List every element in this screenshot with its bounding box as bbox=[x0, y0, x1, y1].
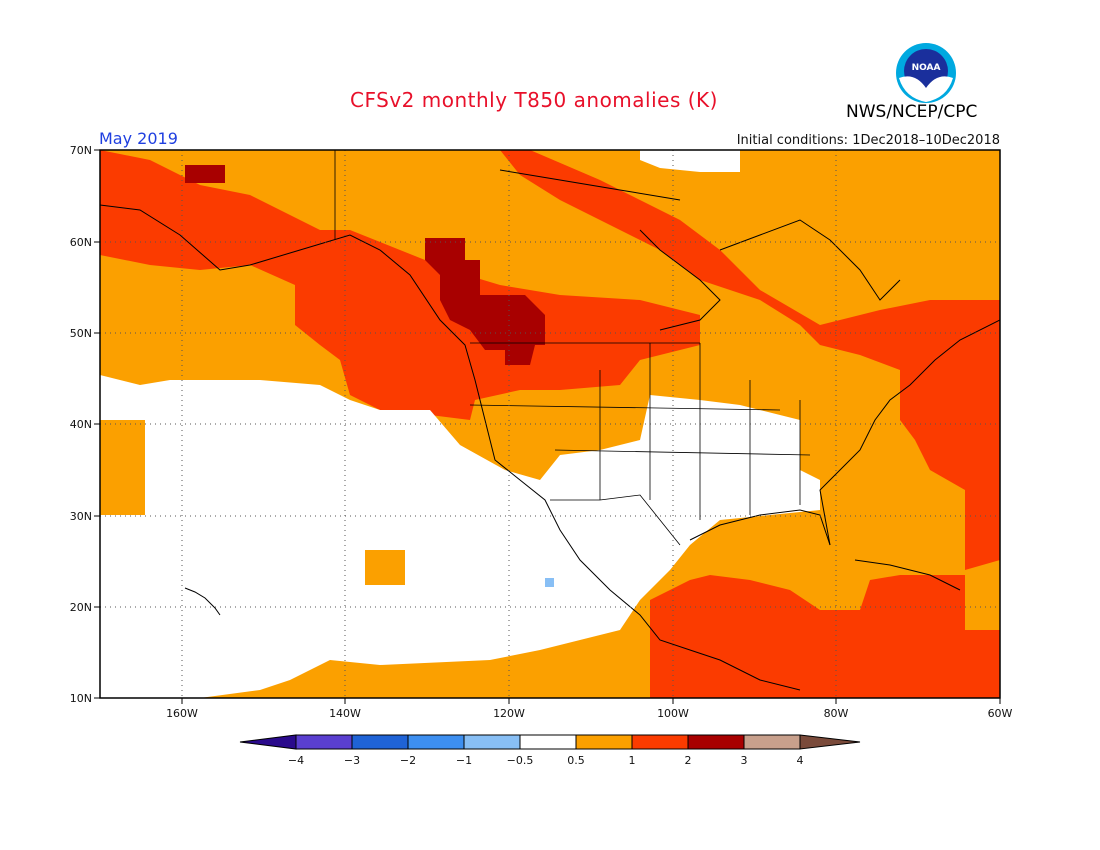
anomaly-region-1-to-2-south bbox=[650, 575, 1000, 698]
agency-label: NWS/NCEP/CPC bbox=[846, 102, 978, 122]
legend-tick-label: 1 bbox=[629, 754, 636, 767]
legend-swatch bbox=[407, 734, 465, 750]
lat-tick-label: 10N bbox=[70, 692, 92, 705]
anomaly-region-near-zero bbox=[100, 375, 820, 698]
lat-tick-label: 60N bbox=[70, 236, 92, 249]
legend-swatch bbox=[575, 734, 633, 750]
anomaly-region-1-to-2-north bbox=[100, 150, 1000, 570]
legend-tick-label: −4 bbox=[288, 754, 304, 767]
legend-swatch bbox=[631, 734, 689, 750]
anomaly-patch-baja bbox=[365, 550, 405, 585]
lon-tick-label: 160W bbox=[166, 707, 198, 720]
lat-tick-label: 30N bbox=[70, 510, 92, 523]
anomaly-patch-negative bbox=[545, 578, 554, 587]
longitude-axis: 160W 140W 120W 100W 80W 60W bbox=[166, 698, 1013, 720]
legend-tick-label: −3 bbox=[344, 754, 360, 767]
legend-tick-label: −1 bbox=[456, 754, 472, 767]
lon-tick-label: 80W bbox=[824, 707, 849, 720]
legend-tick-label: 4 bbox=[797, 754, 804, 767]
lat-tick-label: 40N bbox=[70, 418, 92, 431]
lat-tick-label: 20N bbox=[70, 601, 92, 614]
legend-arrow-high bbox=[799, 734, 861, 750]
lon-tick-label: 140W bbox=[329, 707, 361, 720]
legend-swatch bbox=[351, 734, 409, 750]
anomaly-patch-alaska bbox=[185, 165, 225, 183]
graticule bbox=[100, 150, 1000, 698]
noaa-logo-icon: NOAA bbox=[896, 43, 956, 103]
lon-tick-label: 100W bbox=[657, 707, 689, 720]
anomaly-patch-pacific bbox=[100, 420, 145, 515]
svg-text:NOAA: NOAA bbox=[912, 63, 941, 73]
lat-tick-label: 50N bbox=[70, 327, 92, 340]
lon-tick-label: 120W bbox=[493, 707, 525, 720]
legend-swatch bbox=[463, 734, 521, 750]
legend-tick-label: 3 bbox=[741, 754, 748, 767]
legend-swatch bbox=[295, 734, 353, 750]
legend-swatch bbox=[743, 734, 801, 750]
initial-conditions-label: Initial conditions: 1Dec2018–10Dec2018 bbox=[736, 133, 1000, 148]
legend-swatch bbox=[519, 734, 577, 750]
legend-tick-label: 2 bbox=[685, 754, 692, 767]
lat-tick-label: 70N bbox=[70, 144, 92, 157]
color-legend bbox=[239, 734, 861, 750]
legend-arrow-low bbox=[239, 734, 297, 750]
coastlines bbox=[100, 169, 1000, 691]
map-title: CFSv2 monthly T850 anomalies (K) bbox=[350, 88, 718, 112]
legend-labels: −4 −3 −2 −1 −0.5 0.5 1 2 3 4 bbox=[288, 754, 804, 767]
political-boundaries bbox=[334, 150, 811, 546]
legend-tick-label: −0.5 bbox=[507, 754, 534, 767]
valid-month-label: May 2019 bbox=[99, 129, 178, 148]
legend-tick-label: −2 bbox=[400, 754, 416, 767]
latitude-axis: 70N 60N 50N 40N 30N 20N 10N bbox=[70, 144, 100, 705]
anomaly-patch-arctic bbox=[640, 150, 740, 172]
legend-swatch bbox=[687, 734, 745, 750]
legend-tick-label: 0.5 bbox=[567, 754, 585, 767]
lon-tick-label: 60W bbox=[988, 707, 1013, 720]
